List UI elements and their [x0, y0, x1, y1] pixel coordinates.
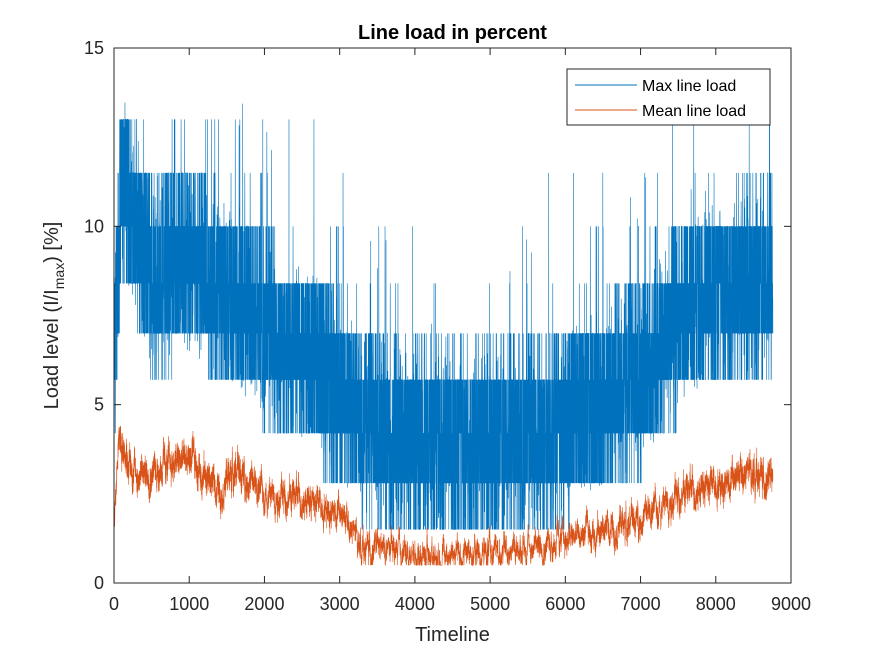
- y-axis-title-prefix: Load level (I/I: [41, 289, 63, 409]
- series-line-max-line-load: [113, 102, 774, 530]
- legend-label-mean-line-load: Mean line load: [642, 103, 746, 120]
- series-line-mean-line-load: [113, 425, 774, 567]
- x-tick-label: 3000: [320, 594, 360, 614]
- chart-title: Line load in percent: [358, 22, 547, 44]
- legend-box: [566, 68, 771, 126]
- y-axis-title-suffix: ) [%]: [41, 222, 63, 263]
- x-axis: 0 1000 2000 3000 4000 5000 6000 7000 8000 9000: [109, 48, 811, 614]
- x-tick-label: 7000: [621, 594, 661, 614]
- x-tick-label: 9000: [771, 594, 811, 614]
- x-tick-label: 6000: [545, 594, 585, 614]
- x-tick-label: 4000: [395, 594, 435, 614]
- legend-label-max-line-load: Max line load: [642, 78, 736, 95]
- legend: Max line load Mean line load: [566, 68, 771, 126]
- x-axis-title: Timeline: [415, 624, 490, 646]
- y-tick-label: 0: [94, 573, 104, 593]
- plot-frame: [113, 47, 792, 584]
- x-tick-label: 0: [109, 594, 119, 614]
- y-tick-label: 15: [84, 38, 104, 58]
- x-tick-label: 5000: [470, 594, 510, 614]
- y-axis-title-subscript: max: [51, 263, 67, 289]
- y-tick-label: 5: [94, 395, 104, 415]
- y-axis: 0 5 10 15: [84, 38, 791, 593]
- y-axis-title: Load level (I/Imax) [%]: [41, 222, 67, 410]
- x-tick-label: 1000: [169, 594, 209, 614]
- x-tick-label: 8000: [696, 594, 736, 614]
- x-tick-label: 2000: [244, 594, 284, 614]
- y-tick-label: 10: [84, 216, 104, 236]
- series-layer: [113, 102, 774, 567]
